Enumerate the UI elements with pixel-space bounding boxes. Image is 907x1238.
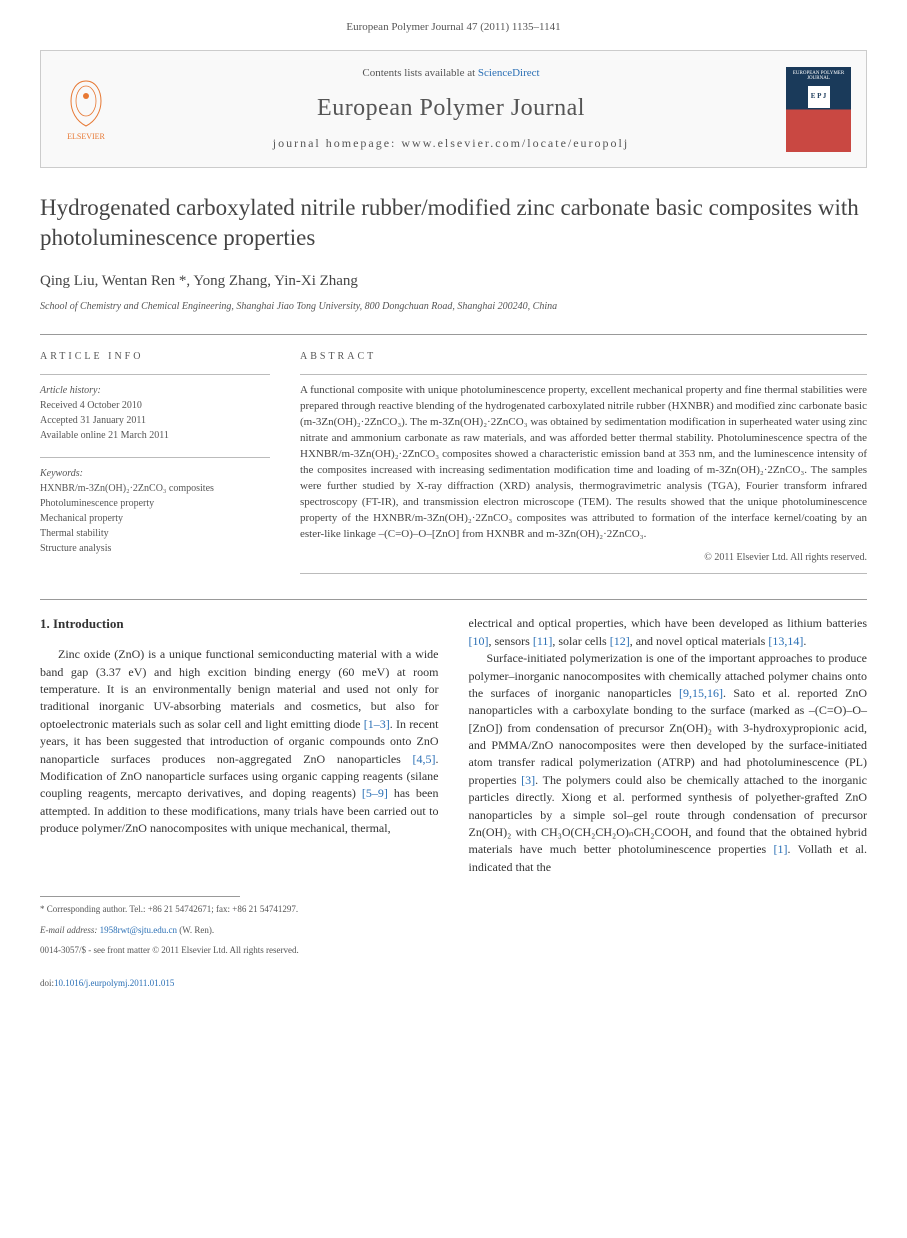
journal-cover: EUROPEAN POLYMER JOURNAL E P J bbox=[786, 67, 851, 152]
citation-link[interactable]: [3] bbox=[521, 773, 535, 787]
section-heading: 1. Introduction bbox=[40, 615, 439, 634]
abstract-heading: ABSTRACT bbox=[300, 350, 867, 365]
journal-banner: ELSEVIER Contents lists available at Sci… bbox=[40, 50, 867, 168]
citation-link[interactable]: [1–3] bbox=[364, 717, 390, 731]
citation-link[interactable]: [11] bbox=[533, 634, 553, 648]
email-link[interactable]: 1958rwt@sjtu.edu.cn bbox=[100, 925, 177, 935]
citation-link[interactable]: [1] bbox=[774, 842, 788, 856]
body-paragraph: electrical and optical properties, which… bbox=[469, 615, 868, 650]
doi-line: doi:10.1016/j.eurpolymj.2011.01.015 bbox=[40, 977, 867, 990]
corresponding-author: * Corresponding author. Tel.: +86 21 547… bbox=[40, 903, 867, 916]
body-columns: 1. Introduction Zinc oxide (ZnO) is a un… bbox=[40, 615, 867, 876]
journal-name: European Polymer Journal bbox=[136, 92, 766, 126]
citation-link[interactable]: [10] bbox=[469, 634, 489, 648]
column-right: electrical and optical properties, which… bbox=[469, 615, 868, 876]
body-paragraph: Surface-initiated polymerization is one … bbox=[469, 650, 868, 876]
email-footnote: E-mail address: 1958rwt@sjtu.edu.cn (W. … bbox=[40, 924, 867, 937]
keywords: Keywords: HXNBR/m-3Zn(OH)₂·2ZnCO₃ compos… bbox=[40, 466, 270, 556]
article-history: Article history: Received 4 October 2010… bbox=[40, 383, 270, 443]
issn-line: 0014-3057/$ - see front matter © 2011 El… bbox=[40, 944, 867, 957]
citation-link[interactable]: [5–9] bbox=[362, 786, 388, 800]
copyright-line: © 2011 Elsevier Ltd. All rights reserved… bbox=[300, 551, 867, 566]
contents-available: Contents lists available at ScienceDirec… bbox=[136, 66, 766, 81]
sciencedirect-link[interactable]: ScienceDirect bbox=[478, 67, 540, 79]
affiliation: School of Chemistry and Chemical Enginee… bbox=[40, 300, 867, 314]
citation-link[interactable]: [13,14] bbox=[768, 634, 803, 648]
elsevier-logo: ELSEVIER bbox=[56, 74, 116, 144]
article-title: Hydrogenated carboxylated nitrile rubber… bbox=[40, 193, 867, 253]
banner-center: Contents lists available at ScienceDirec… bbox=[116, 66, 786, 152]
info-heading: ARTICLE INFO bbox=[40, 350, 270, 364]
footnote-separator bbox=[40, 896, 240, 897]
journal-homepage: journal homepage: www.elsevier.com/locat… bbox=[136, 135, 766, 152]
citation-link[interactable]: [4,5] bbox=[413, 752, 436, 766]
abstract: ABSTRACT A functional composite with uni… bbox=[300, 350, 867, 574]
doi-link[interactable]: 10.1016/j.eurpolymj.2011.01.015 bbox=[54, 978, 174, 988]
citation-link[interactable]: [12] bbox=[610, 634, 630, 648]
abstract-text: A functional composite with unique photo… bbox=[300, 383, 867, 542]
author-list: Qing Liu, Wentan Ren *, Yong Zhang, Yin-… bbox=[40, 271, 867, 292]
citation-link[interactable]: [9,15,16] bbox=[679, 686, 723, 700]
divider bbox=[40, 334, 867, 335]
article-info: ARTICLE INFO Article history: Received 4… bbox=[40, 350, 270, 574]
divider bbox=[40, 599, 867, 600]
info-abstract-row: ARTICLE INFO Article history: Received 4… bbox=[40, 350, 867, 574]
header-citation: European Polymer Journal 47 (2011) 1135–… bbox=[0, 0, 907, 50]
body-paragraph: Zinc oxide (ZnO) is a unique functional … bbox=[40, 646, 439, 837]
column-left: 1. Introduction Zinc oxide (ZnO) is a un… bbox=[40, 615, 439, 876]
